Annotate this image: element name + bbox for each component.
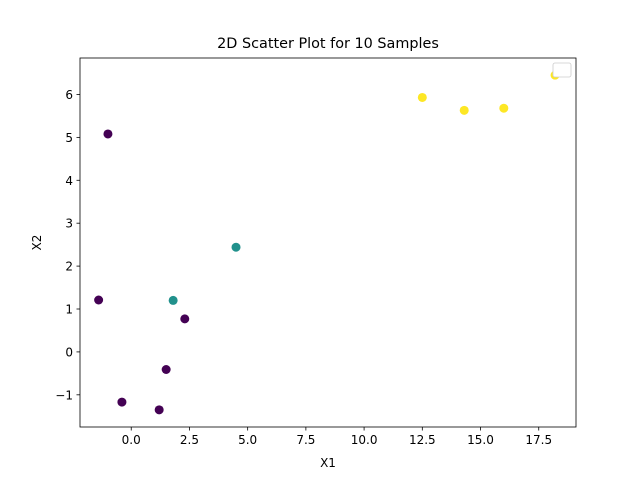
x-tick-label: 7.5: [296, 433, 315, 447]
y-tick-label: 1: [65, 303, 73, 317]
y-tick-label: 2: [65, 260, 73, 274]
x-tick-label: 12.5: [409, 433, 436, 447]
x-tick-label: 15.0: [467, 433, 494, 447]
scatter-point: [180, 314, 190, 324]
scatter-point: [459, 105, 469, 115]
scatter-point: [154, 405, 164, 415]
y-tick-label: 3: [65, 217, 73, 231]
y-tick-label: 4: [65, 174, 73, 188]
x-tick-label: 0.0: [122, 433, 141, 447]
plot-area: 0.0 2.5 5.0 7.5 10.0 12.5 15.0 17.5 −1 0 1 2 3 4 5 6: [55, 70, 560, 447]
chart-title: 2D Scatter Plot for 10 Samples: [217, 36, 439, 52]
scatter-point: [499, 103, 509, 113]
x-tick-label: 5.0: [238, 433, 257, 447]
scatter-point: [231, 242, 241, 252]
y-tick-label: 6: [65, 88, 73, 102]
scatter-point: [117, 397, 127, 407]
legend-box: [552, 62, 572, 78]
scatter-point: [161, 365, 171, 375]
scatter-point: [103, 129, 113, 139]
y-tick-label: −1: [55, 388, 73, 402]
y-tick-label: 5: [65, 131, 73, 145]
legend: [552, 62, 572, 78]
x-tick-label: 10.0: [351, 433, 378, 447]
y-tick-label: 0: [65, 345, 73, 359]
x-tick-label: 17.5: [525, 433, 552, 447]
scatter-point: [417, 92, 427, 102]
scatter-point: [94, 295, 104, 305]
axes-frame: [79, 57, 577, 428]
x-tick-label: 2.5: [180, 433, 199, 447]
y-axis-label: X2: [30, 235, 44, 251]
x-axis-label: X1: [320, 456, 336, 470]
scatter-point: [168, 295, 178, 305]
